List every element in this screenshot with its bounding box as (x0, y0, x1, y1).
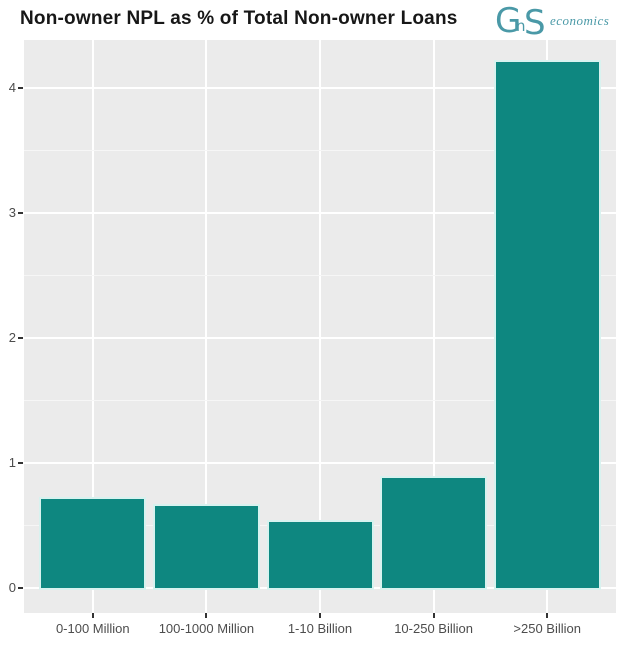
gridline-vertical-2 (319, 40, 321, 613)
gridline-major-y1 (24, 462, 616, 464)
y-axis-label-3: 3 (8, 205, 16, 220)
y-axis-label-4: 4 (8, 80, 16, 95)
y-axis-tick-3 (18, 212, 23, 214)
gridline-major-y0 (24, 587, 616, 589)
gns-economics-logo: G n S economics (495, 1, 609, 41)
y-axis-tick-1 (18, 462, 23, 464)
gridline-major-y3 (24, 212, 616, 214)
logo-letter-g: G (495, 1, 521, 41)
gridline-minor-y2.5 (24, 275, 616, 276)
bar-100-1000-million (154, 505, 258, 588)
bar-10-250-billion (382, 478, 486, 588)
gridline-vertical-1 (205, 40, 208, 613)
gridline-minor-y3.5 (24, 150, 616, 151)
x-axis-label--250-billion: >250 Billion (513, 621, 581, 636)
bar-1-10-billion (268, 521, 372, 588)
bar--250-billion (495, 61, 599, 588)
x-axis-tick-4 (546, 613, 549, 618)
gridline-minor-y1.5 (24, 400, 616, 401)
y-axis-label-2: 2 (8, 330, 16, 345)
gridline-major-y4 (24, 87, 616, 89)
logo-letter-n: n (516, 17, 526, 35)
y-axis-tick-0 (18, 587, 23, 589)
x-axis-tick-3 (432, 613, 435, 618)
logo-wordmark: economics (550, 13, 609, 28)
bar-0-100-million (41, 499, 145, 588)
x-axis-tick-0 (91, 613, 94, 618)
x-axis-label-10-250-billion: 10-250 Billion (394, 621, 473, 636)
gridline-vertical-0 (91, 40, 94, 613)
y-axis-tick-4 (18, 87, 23, 89)
y-axis-tick-2 (18, 337, 23, 339)
logo-letter-s: S (524, 3, 546, 41)
chart-title: Non-owner NPL as % of Total Non-owner Lo… (20, 8, 458, 29)
plot-panel (24, 40, 616, 613)
y-axis-label-0: 0 (8, 580, 16, 595)
x-axis-tick-2 (319, 613, 321, 618)
x-axis-label-1-10-billion: 1-10 Billion (287, 621, 353, 636)
x-axis-label-100-1000-million: 100-1000 Million (158, 621, 255, 636)
gridline-vertical-3 (432, 40, 435, 613)
chart-header: Non-owner NPL as % of Total Non-owner Lo… (0, 0, 620, 41)
gridline-major-y2 (24, 337, 616, 339)
y-axis-label-1: 1 (8, 455, 16, 470)
x-axis-tick-1 (205, 613, 208, 618)
x-axis-label-0-100-million: 0-100 Million (55, 621, 130, 636)
